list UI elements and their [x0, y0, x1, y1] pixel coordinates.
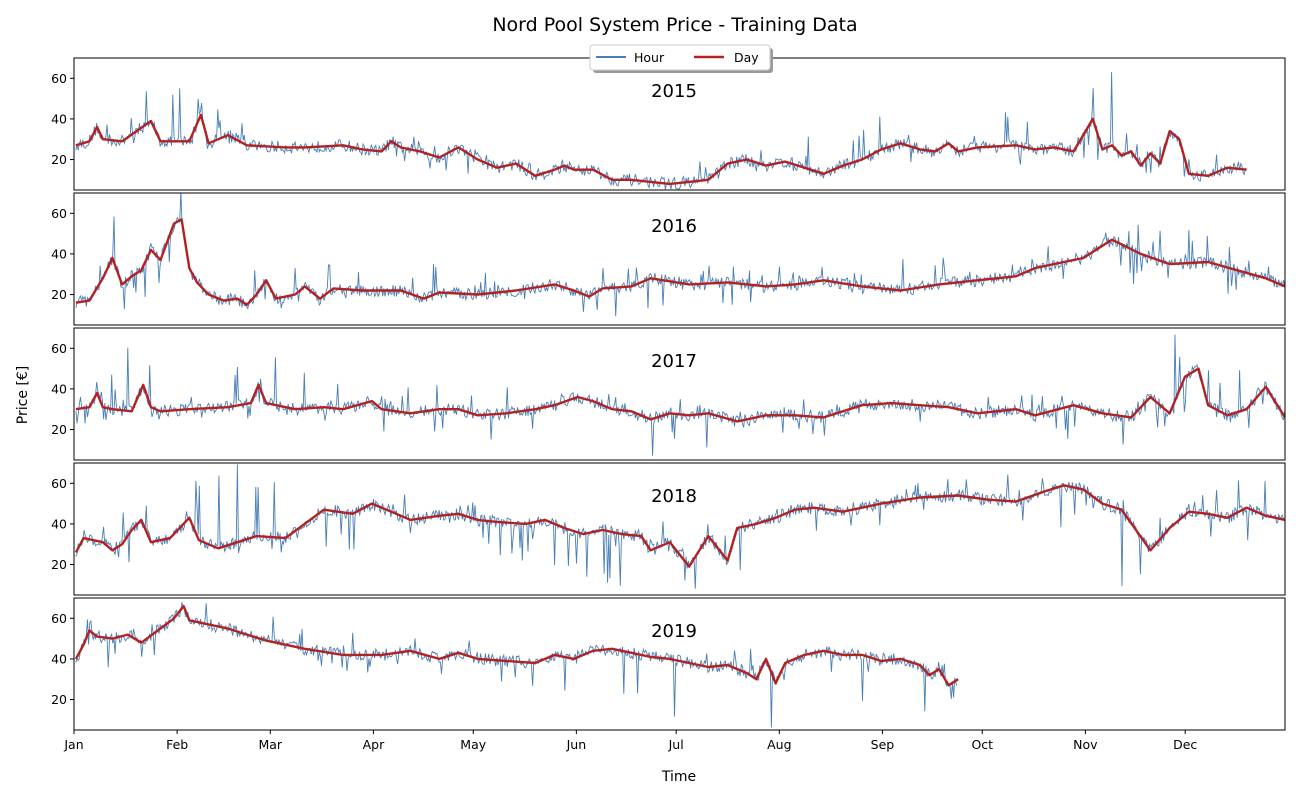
ytick-label-2016-40: 40 [51, 246, 67, 261]
ytick-label-2018-20: 20 [51, 557, 67, 572]
panel-2016-series [75, 193, 1285, 317]
legend-hour-label: Hour [634, 50, 665, 65]
xtick-label-apr: Apr [363, 737, 385, 752]
y-axis-label: Price [€] [15, 366, 31, 424]
panel-2017: 20 40 60 2017 [51, 327, 1286, 461]
panel-label-2019: 2019 [651, 621, 697, 642]
ytick-label-2016-20: 20 [51, 287, 67, 302]
panel-label-2017: 2017 [651, 351, 697, 372]
xtick-label-jun: Jun [566, 737, 587, 752]
panel-frame-2015 [73, 57, 1286, 191]
hour-series-2018 [75, 464, 1285, 589]
xtick-label-jan: Jan [63, 737, 83, 752]
panel-2018-series [74, 464, 1285, 589]
ytick-label-2015-60: 60 [51, 71, 67, 86]
hour-series-2016 [75, 193, 1285, 317]
ytick-label-2017-60: 60 [51, 341, 67, 356]
panel-frame-2017 [73, 327, 1286, 461]
ytick-label-2018-40: 40 [51, 516, 67, 531]
ytick-label-2015-20: 20 [51, 152, 67, 167]
panel-frame-2019 [73, 597, 1286, 731]
panel-label-2016: 2016 [651, 216, 697, 237]
panel-2017-series [75, 334, 1285, 456]
panel-2019-series [74, 601, 959, 728]
ytick-label-2016-60: 60 [51, 206, 67, 221]
legend-box [589, 44, 771, 71]
day-series-2019 [74, 604, 959, 687]
day-series-2017 [75, 367, 1285, 423]
legend: Hour Day [589, 44, 773, 73]
xtick-label-may: May [460, 737, 486, 752]
xtick-label-mar: Mar [258, 737, 282, 752]
ytick-label-2017-20: 20 [51, 422, 67, 437]
panel-2015-series [75, 71, 1247, 190]
xtick-label-dec: Dec [1173, 737, 1197, 752]
panel-label-2015: 2015 [651, 81, 697, 102]
chart-title: Nord Pool System Price - Training Data [492, 14, 857, 36]
panels-group: 20 40 60 2015 20 40 60 2016 20 40 60 2017 20 40 60 2018… [51, 57, 1286, 731]
ytick-label-2018-60: 60 [51, 476, 67, 491]
day-series-2015 [75, 113, 1247, 186]
ytick-label-2019-20: 20 [51, 692, 67, 707]
ytick-label-2019-40: 40 [51, 651, 67, 666]
panel-2015: 20 40 60 2015 [51, 57, 1286, 191]
panel-2016: 20 40 60 2016 [51, 192, 1286, 326]
xtick-label-aug: Aug [767, 737, 791, 752]
xtick-label-nov: Nov [1073, 737, 1098, 752]
xtick-label-oct: Oct [971, 737, 993, 752]
xtick-label-sep: Sep [871, 737, 895, 752]
day-series-2018 [74, 484, 1285, 568]
x-axis: Jan Feb Mar Apr May Jun Jul Aug Sep Oct Nov Dec [63, 730, 1197, 752]
ytick-label-2017-40: 40 [51, 381, 67, 396]
panel-frame-2018 [73, 462, 1286, 596]
xtick-label-feb: Feb [166, 737, 188, 752]
ytick-label-2015-40: 40 [51, 111, 67, 126]
x-axis-label: Time [661, 769, 696, 785]
panel-2018: 20 40 60 2018 [51, 462, 1286, 596]
panel-label-2018: 2018 [651, 486, 697, 507]
day-series-2016 [75, 218, 1285, 306]
panel-2019: 20 40 60 2019 [51, 597, 1286, 731]
ytick-label-2019-60: 60 [51, 611, 67, 626]
hour-series-2019 [75, 601, 958, 728]
legend-day-label: Day [734, 50, 759, 65]
hour-series-2015 [75, 71, 1246, 190]
panel-frame-2016 [73, 192, 1286, 326]
xtick-label-jul: Jul [668, 737, 684, 752]
